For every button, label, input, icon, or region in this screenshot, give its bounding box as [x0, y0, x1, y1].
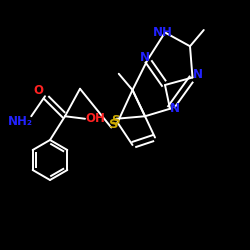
- Text: N: N: [192, 68, 202, 82]
- Text: OH: OH: [85, 112, 105, 125]
- Text: S: S: [111, 114, 119, 126]
- Text: NH₂: NH₂: [8, 115, 33, 128]
- Text: N: N: [140, 51, 150, 64]
- Text: S: S: [109, 118, 118, 132]
- Text: NH: NH: [152, 26, 172, 39]
- Text: N: N: [170, 102, 180, 115]
- Text: O: O: [34, 84, 44, 97]
